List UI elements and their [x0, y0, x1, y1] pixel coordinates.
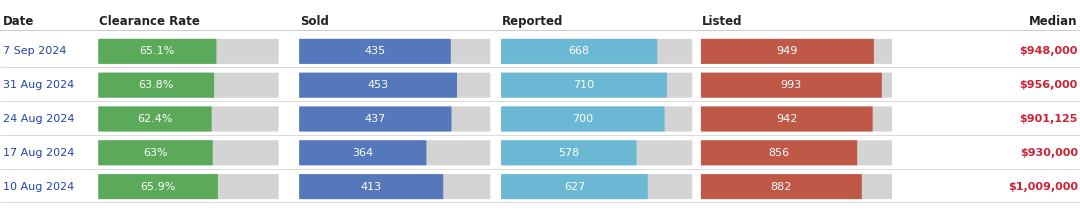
Text: 63%: 63%	[144, 148, 167, 158]
Text: $930,000: $930,000	[1020, 148, 1078, 158]
Text: 856: 856	[769, 148, 789, 158]
Text: 63.8%: 63.8%	[138, 80, 174, 90]
FancyBboxPatch shape	[299, 39, 490, 64]
Text: 24 Aug 2024: 24 Aug 2024	[3, 114, 75, 124]
FancyBboxPatch shape	[701, 174, 892, 199]
Text: 700: 700	[572, 114, 593, 124]
FancyBboxPatch shape	[98, 174, 218, 199]
Text: Reported: Reported	[502, 15, 564, 28]
FancyBboxPatch shape	[501, 106, 664, 131]
Text: 668: 668	[569, 46, 590, 56]
FancyBboxPatch shape	[98, 39, 216, 64]
FancyBboxPatch shape	[299, 140, 490, 165]
FancyBboxPatch shape	[501, 73, 667, 98]
Text: 710: 710	[573, 80, 595, 90]
Text: 17 Aug 2024: 17 Aug 2024	[3, 148, 75, 158]
FancyBboxPatch shape	[701, 140, 892, 165]
Text: 993: 993	[781, 80, 802, 90]
Text: 62.4%: 62.4%	[137, 114, 173, 124]
FancyBboxPatch shape	[701, 73, 882, 98]
Text: 627: 627	[564, 182, 585, 192]
FancyBboxPatch shape	[98, 140, 279, 165]
FancyBboxPatch shape	[299, 73, 490, 98]
FancyBboxPatch shape	[299, 106, 451, 131]
FancyBboxPatch shape	[701, 106, 873, 131]
FancyBboxPatch shape	[501, 174, 648, 199]
FancyBboxPatch shape	[299, 39, 450, 64]
FancyBboxPatch shape	[501, 106, 692, 131]
FancyBboxPatch shape	[701, 174, 862, 199]
Text: 453: 453	[367, 80, 389, 90]
FancyBboxPatch shape	[701, 39, 892, 64]
Text: 435: 435	[364, 46, 386, 56]
FancyBboxPatch shape	[701, 73, 892, 98]
Text: Median: Median	[1029, 15, 1078, 28]
FancyBboxPatch shape	[299, 174, 443, 199]
FancyBboxPatch shape	[501, 39, 692, 64]
FancyBboxPatch shape	[98, 73, 279, 98]
FancyBboxPatch shape	[701, 106, 892, 131]
Text: $948,000: $948,000	[1020, 46, 1078, 56]
Text: Listed: Listed	[702, 15, 743, 28]
Text: $956,000: $956,000	[1020, 80, 1078, 90]
Text: Clearance Rate: Clearance Rate	[99, 15, 200, 28]
FancyBboxPatch shape	[501, 73, 692, 98]
Text: 65.9%: 65.9%	[140, 182, 176, 192]
Text: 10 Aug 2024: 10 Aug 2024	[3, 182, 75, 192]
Text: 364: 364	[352, 148, 374, 158]
FancyBboxPatch shape	[501, 140, 636, 165]
Text: $901,125: $901,125	[1020, 114, 1078, 124]
FancyBboxPatch shape	[98, 73, 214, 98]
FancyBboxPatch shape	[98, 140, 213, 165]
Text: 7 Sep 2024: 7 Sep 2024	[3, 46, 67, 56]
Text: 578: 578	[558, 148, 580, 158]
FancyBboxPatch shape	[501, 140, 692, 165]
FancyBboxPatch shape	[701, 39, 874, 64]
Text: 949: 949	[777, 46, 798, 56]
FancyBboxPatch shape	[501, 39, 658, 64]
FancyBboxPatch shape	[299, 140, 427, 165]
Text: Date: Date	[3, 15, 35, 28]
Text: 882: 882	[771, 182, 792, 192]
FancyBboxPatch shape	[501, 174, 692, 199]
FancyBboxPatch shape	[299, 106, 490, 131]
FancyBboxPatch shape	[299, 73, 457, 98]
Text: $1,009,000: $1,009,000	[1008, 182, 1078, 192]
FancyBboxPatch shape	[98, 39, 279, 64]
FancyBboxPatch shape	[98, 174, 279, 199]
FancyBboxPatch shape	[701, 140, 858, 165]
Text: 413: 413	[361, 182, 381, 192]
Text: 437: 437	[365, 114, 386, 124]
FancyBboxPatch shape	[98, 106, 212, 131]
Text: 65.1%: 65.1%	[139, 46, 175, 56]
FancyBboxPatch shape	[299, 174, 490, 199]
Text: 31 Aug 2024: 31 Aug 2024	[3, 80, 75, 90]
Text: 942: 942	[777, 114, 797, 124]
FancyBboxPatch shape	[98, 106, 279, 131]
Text: Sold: Sold	[300, 15, 329, 28]
